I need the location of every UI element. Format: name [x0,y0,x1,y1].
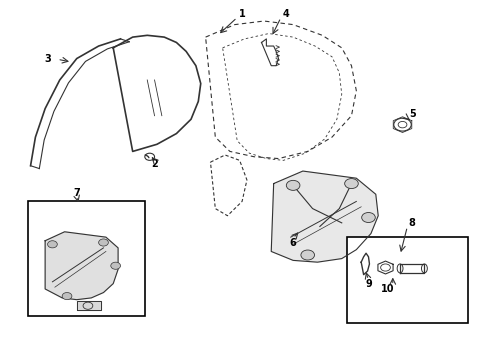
Text: 9: 9 [365,279,371,289]
FancyBboxPatch shape [28,202,144,316]
Circle shape [286,180,299,190]
Circle shape [99,239,108,246]
Text: 4: 4 [282,9,288,19]
Polygon shape [77,301,101,310]
Polygon shape [271,171,377,262]
Text: 1: 1 [238,9,245,19]
Text: 3: 3 [44,54,51,64]
Circle shape [344,179,358,189]
Circle shape [47,241,57,248]
Polygon shape [45,232,118,300]
FancyBboxPatch shape [346,237,467,323]
Circle shape [62,293,72,300]
Circle shape [300,250,314,260]
Circle shape [111,262,120,269]
Text: 6: 6 [289,238,296,248]
Circle shape [361,212,374,222]
Text: 10: 10 [381,284,394,294]
Text: 8: 8 [408,218,415,228]
Text: 2: 2 [151,159,158,169]
Text: 5: 5 [408,109,415,119]
Text: 7: 7 [73,188,80,198]
